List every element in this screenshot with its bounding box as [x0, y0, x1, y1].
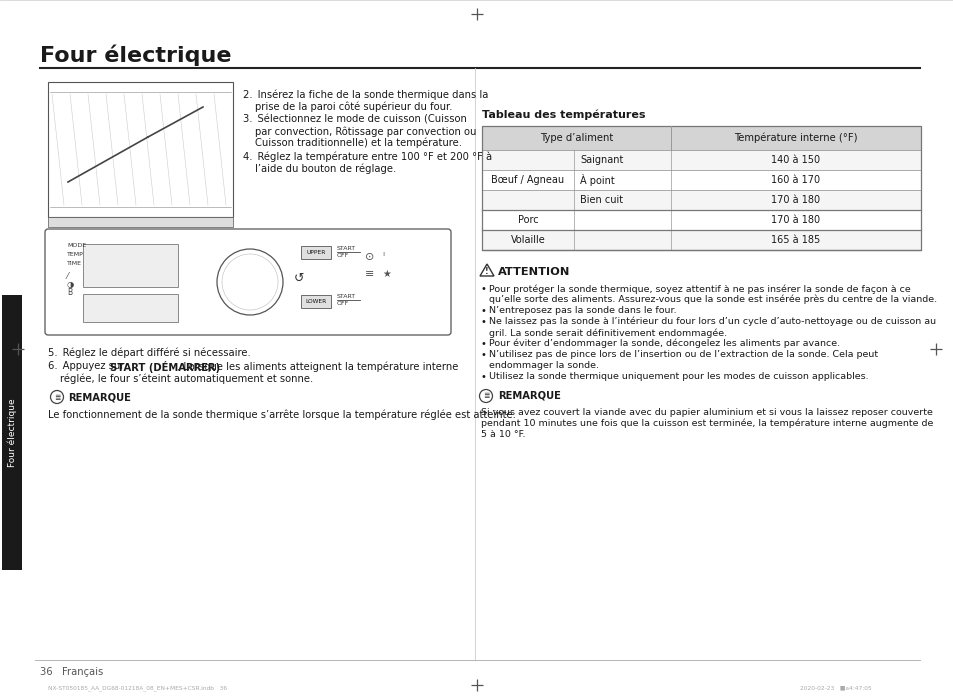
Text: prise de la paroi côté supérieur du four.: prise de la paroi côté supérieur du four…	[254, 101, 452, 112]
Text: gril. La sonde serait définitivement endommagée.: gril. La sonde serait définitivement end…	[489, 328, 726, 338]
Text: ≣: ≣	[53, 393, 60, 401]
Text: ↺: ↺	[294, 271, 304, 284]
Text: À point: À point	[579, 174, 614, 186]
Text: Si vous avez couvert la viande avec du papier aluminium et si vous la laissez re: Si vous avez couvert la viande avec du p…	[480, 408, 932, 417]
Text: N’entreposez pas la sonde dans le four.: N’entreposez pas la sonde dans le four.	[489, 306, 676, 315]
Text: 5. Réglez le départ différé si nécessaire.: 5. Réglez le départ différé si nécessair…	[48, 347, 251, 357]
Bar	[48, 82, 233, 217]
Text: START: START	[336, 246, 355, 251]
Text: N’utilisez pas de pince lors de l’insertion ou de l’extraction de la sonde. Cela: N’utilisez pas de pince lors de l’insert…	[489, 350, 877, 359]
Text: NX-ST050185_AA_DG68-01218A_08_EN+MES+CSR.indb   36: NX-ST050185_AA_DG68-01218A_08_EN+MES+CSR…	[48, 685, 227, 691]
Text: par convection, Rôtissage par convection ou: par convection, Rôtissage par convection…	[254, 127, 476, 137]
Text: 170 à 180: 170 à 180	[771, 215, 820, 225]
Text: 170 à 180: 170 à 180	[771, 195, 820, 205]
Text: Tableau des températures: Tableau des températures	[481, 110, 645, 120]
Text: 140 à 150: 140 à 150	[771, 155, 820, 165]
Text: •: •	[480, 306, 486, 316]
Text: endommager la sonde.: endommager la sonde.	[489, 361, 598, 370]
Text: ◑: ◑	[67, 280, 74, 289]
Text: •: •	[480, 350, 486, 360]
Text: TEMP: TEMP	[67, 252, 84, 257]
Text: 36   Français: 36 Français	[40, 667, 103, 677]
Text: ATTENTION: ATTENTION	[497, 267, 570, 277]
Circle shape	[51, 391, 64, 403]
Text: 4. Réglez la température entre 100 °F et 200 °F à: 4. Réglez la température entre 100 °F et…	[243, 152, 492, 162]
Text: START (DÉMARRER): START (DÉMARRER)	[111, 361, 220, 373]
Text: B: B	[67, 288, 72, 297]
Text: 3. Sélectionnez le mode de cuisson (Cuisson: 3. Sélectionnez le mode de cuisson (Cuis…	[243, 115, 466, 125]
Text: Four électrique: Four électrique	[40, 44, 232, 66]
Text: ≣: ≣	[482, 391, 489, 401]
Text: Type d’aliment: Type d’aliment	[539, 133, 613, 143]
Text: ᴵ: ᴵ	[381, 252, 384, 262]
Text: REMARQUE: REMARQUE	[497, 391, 560, 401]
FancyBboxPatch shape	[45, 229, 451, 335]
Text: Volaille: Volaille	[510, 235, 545, 245]
Text: pendant 10 minutes une fois que la cuisson est terminée, la température interne : pendant 10 minutes une fois que la cuiss…	[480, 419, 932, 428]
Text: 5 à 10 °F.: 5 à 10 °F.	[480, 430, 525, 439]
Text: ≡: ≡	[365, 269, 374, 279]
Text: Four électrique: Four électrique	[8, 398, 17, 467]
Bar	[83, 294, 178, 322]
Text: ★: ★	[381, 269, 391, 279]
Text: OFF: OFF	[336, 301, 349, 306]
Text: Pour protéger la sonde thermique, soyez attentif à ne pas insérer la sonde de fa: Pour protéger la sonde thermique, soyez …	[489, 284, 910, 294]
Text: Utilisez la sonde thermique uniquement pour les modes de cuisson applicables.: Utilisez la sonde thermique uniquement p…	[489, 372, 868, 381]
Text: ⊙: ⊙	[365, 252, 374, 262]
FancyBboxPatch shape	[301, 295, 331, 308]
FancyBboxPatch shape	[301, 246, 331, 259]
Text: 2020-02-23   ■a4:47:05: 2020-02-23 ■a4:47:05	[800, 685, 871, 690]
Text: •: •	[480, 339, 486, 349]
Text: REMARQUE: REMARQUE	[68, 392, 131, 402]
Text: qu’elle sorte des aliments. Assurez-vous que la sonde est insérée près du centre: qu’elle sorte des aliments. Assurez-vous…	[489, 295, 936, 305]
Bar	[481, 230, 920, 250]
Text: l’aide du bouton de réglage.: l’aide du bouton de réglage.	[254, 163, 395, 173]
Text: LOWER: LOWER	[305, 299, 326, 304]
Circle shape	[479, 389, 492, 403]
Text: •: •	[480, 317, 486, 327]
Text: OFF: OFF	[336, 253, 349, 258]
Text: TIME: TIME	[67, 261, 82, 266]
Text: Bien cuit: Bien cuit	[579, 195, 622, 205]
Text: Le fonctionnement de la sonde thermique s’arrête lorsque la température réglée e: Le fonctionnement de la sonde thermique …	[48, 409, 516, 419]
Bar	[83, 244, 178, 287]
Text: 165 à 185: 165 à 185	[771, 235, 820, 245]
Text: Pour éviter d’endommager la sonde, décongelez les aliments par avance.: Pour éviter d’endommager la sonde, décon…	[489, 339, 840, 349]
Text: 6. Appuyez sur: 6. Appuyez sur	[48, 361, 128, 371]
Text: MODE: MODE	[67, 243, 86, 248]
Text: START: START	[336, 294, 355, 299]
Text: UPPER: UPPER	[306, 250, 325, 255]
Bar	[2, 295, 22, 570]
Text: Température interne (°F): Température interne (°F)	[734, 133, 857, 143]
Text: •: •	[480, 372, 486, 382]
Text: . Lorsque les aliments atteignent la température interne: . Lorsque les aliments atteignent la tem…	[176, 361, 457, 371]
Text: Porc: Porc	[517, 215, 537, 225]
Text: réglée, le four s’éteint automatiquement et sonne.: réglée, le four s’éteint automatiquement…	[60, 373, 313, 384]
Text: 160 à 170: 160 à 170	[771, 175, 820, 185]
Text: Bœuf / Agneau: Bœuf / Agneau	[491, 175, 564, 185]
Text: 2. Insérez la fiche de la sonde thermique dans la: 2. Insérez la fiche de la sonde thermiqu…	[243, 90, 488, 101]
Text: ⁄: ⁄	[67, 272, 69, 281]
Bar	[48, 217, 233, 227]
Bar	[481, 190, 920, 210]
Text: Ne laissez pas la sonde à l’intérieur du four lors d’un cycle d’auto-nettoyage o: Ne laissez pas la sonde à l’intérieur du…	[489, 317, 935, 326]
Text: Cuisson traditionnelle) et la température.: Cuisson traditionnelle) et la températur…	[254, 138, 461, 148]
Bar	[481, 126, 920, 150]
Text: Saignant: Saignant	[579, 155, 622, 165]
Bar	[481, 126, 920, 250]
Bar	[481, 150, 920, 170]
Text: •: •	[480, 284, 486, 294]
Text: !: !	[485, 268, 488, 277]
Bar	[481, 210, 920, 230]
Bar	[481, 170, 920, 190]
